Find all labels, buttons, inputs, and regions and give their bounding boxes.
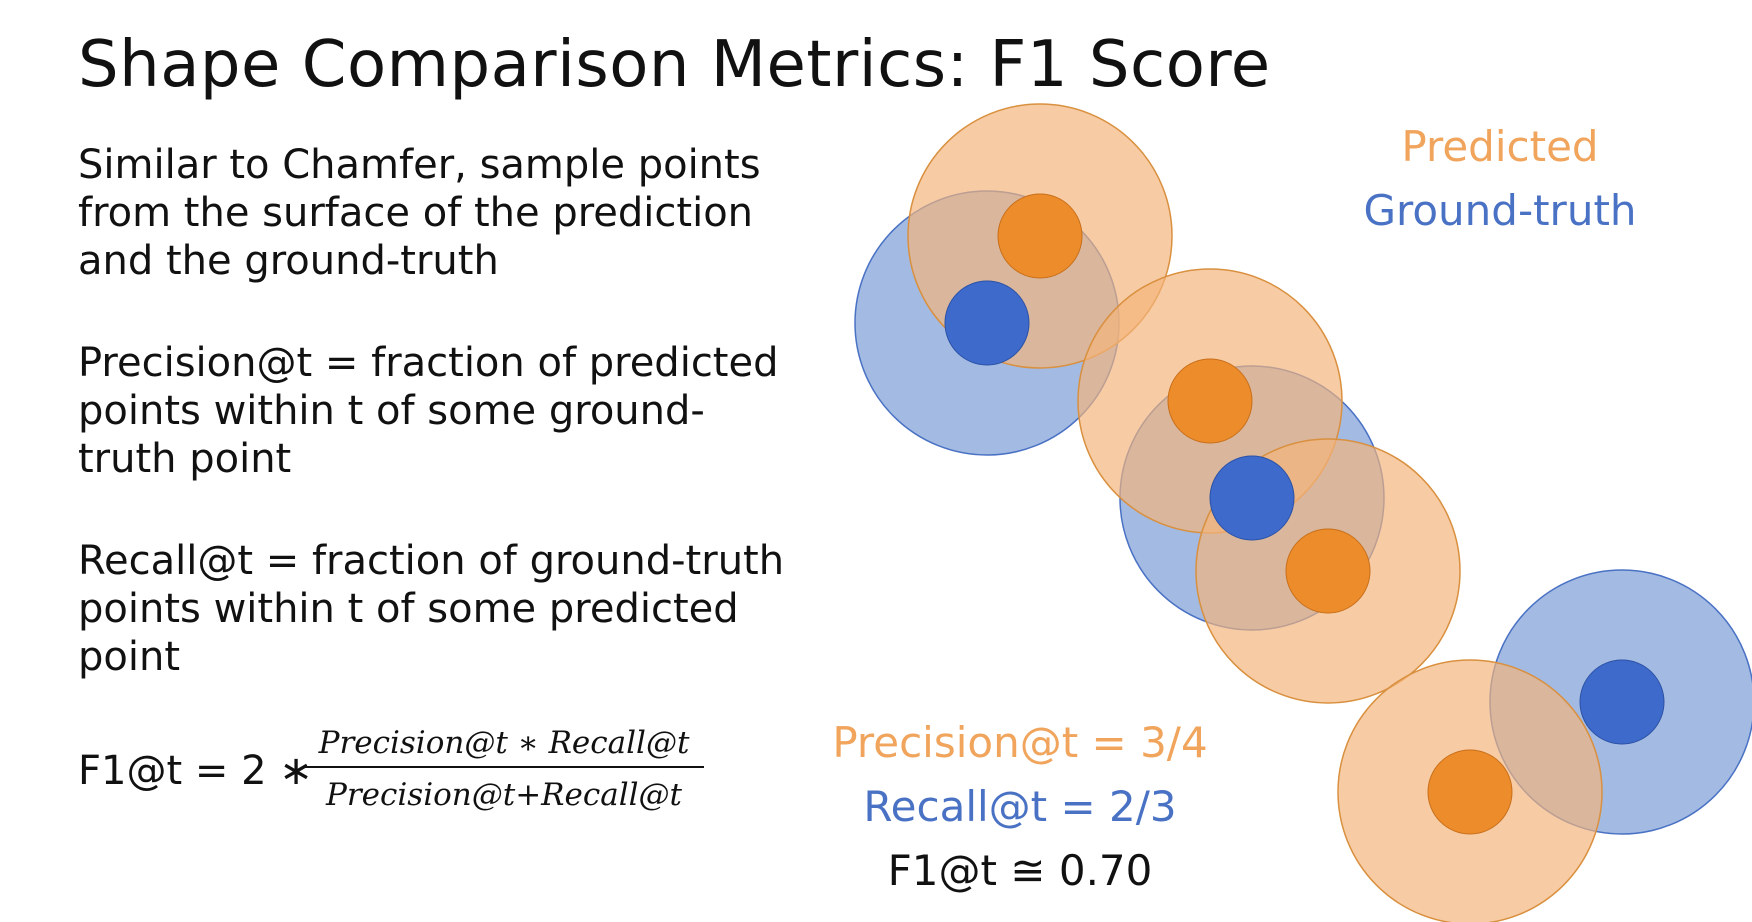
precision-definition: Precision@t = fraction of predicted poin… [78, 339, 798, 483]
ground-truth-threshold-circle [1119, 365, 1385, 631]
predicted-threshold-circle [907, 103, 1173, 369]
formula-numerator: Precision@t ∗ Recall@t [318, 725, 690, 761]
fraction-bar [304, 766, 704, 768]
predicted-point [997, 193, 1083, 279]
slide-title: Shape Comparison Metrics: F1 Score [78, 28, 1271, 102]
predicted-point [1285, 528, 1371, 614]
text-line: points within t of some ground- [78, 388, 705, 434]
chamfer-description: Similar to Chamfer, sample points from t… [78, 141, 798, 285]
predicted-point [1167, 358, 1253, 444]
ground-truth-point [1579, 659, 1665, 745]
legend-ground-truth: Ground-truth [1363, 186, 1637, 235]
formula-fraction: Precision@t ∗ Recall@t Precision@t+Recal… [304, 722, 704, 816]
f1-result: F1@t ≅ 0.70 [887, 846, 1153, 895]
recall-result: Recall@t = 2/3 [863, 782, 1177, 831]
text-line: from the surface of the prediction [78, 190, 754, 236]
text-line: points within t of some predicted [78, 586, 739, 632]
text-line: point [78, 634, 181, 680]
f1-formula: F1@t = 2 ∗ Precision@t ∗ Recall@t Precis… [78, 722, 778, 822]
formula-lhs: F1@t = 2 ∗ [78, 748, 313, 794]
ground-truth-threshold-circle [854, 190, 1120, 456]
formula-denominator: Precision@t+Recall@t [325, 777, 682, 813]
recall-definition: Recall@t = fraction of ground-truth poin… [78, 537, 798, 681]
predicted-point [1427, 749, 1513, 835]
text-line: Precision@t = fraction of predicted [78, 340, 779, 386]
text-line: Similar to Chamfer, sample points [78, 142, 761, 188]
text-line: truth point [78, 436, 292, 482]
ground-truth-point [1209, 455, 1295, 541]
precision-result: Precision@t = 3/4 [832, 718, 1208, 767]
predicted-threshold-circle [1337, 659, 1603, 922]
text-line: Recall@t = fraction of ground-truth [78, 538, 785, 584]
ground-truth-threshold-circle [1489, 569, 1752, 835]
text-line: and the ground-truth [78, 238, 499, 284]
predicted-threshold-circle [1195, 438, 1461, 704]
predicted-threshold-circle [1077, 268, 1343, 534]
ground-truth-point [944, 280, 1030, 366]
legend-predicted: Predicted [1401, 122, 1599, 171]
